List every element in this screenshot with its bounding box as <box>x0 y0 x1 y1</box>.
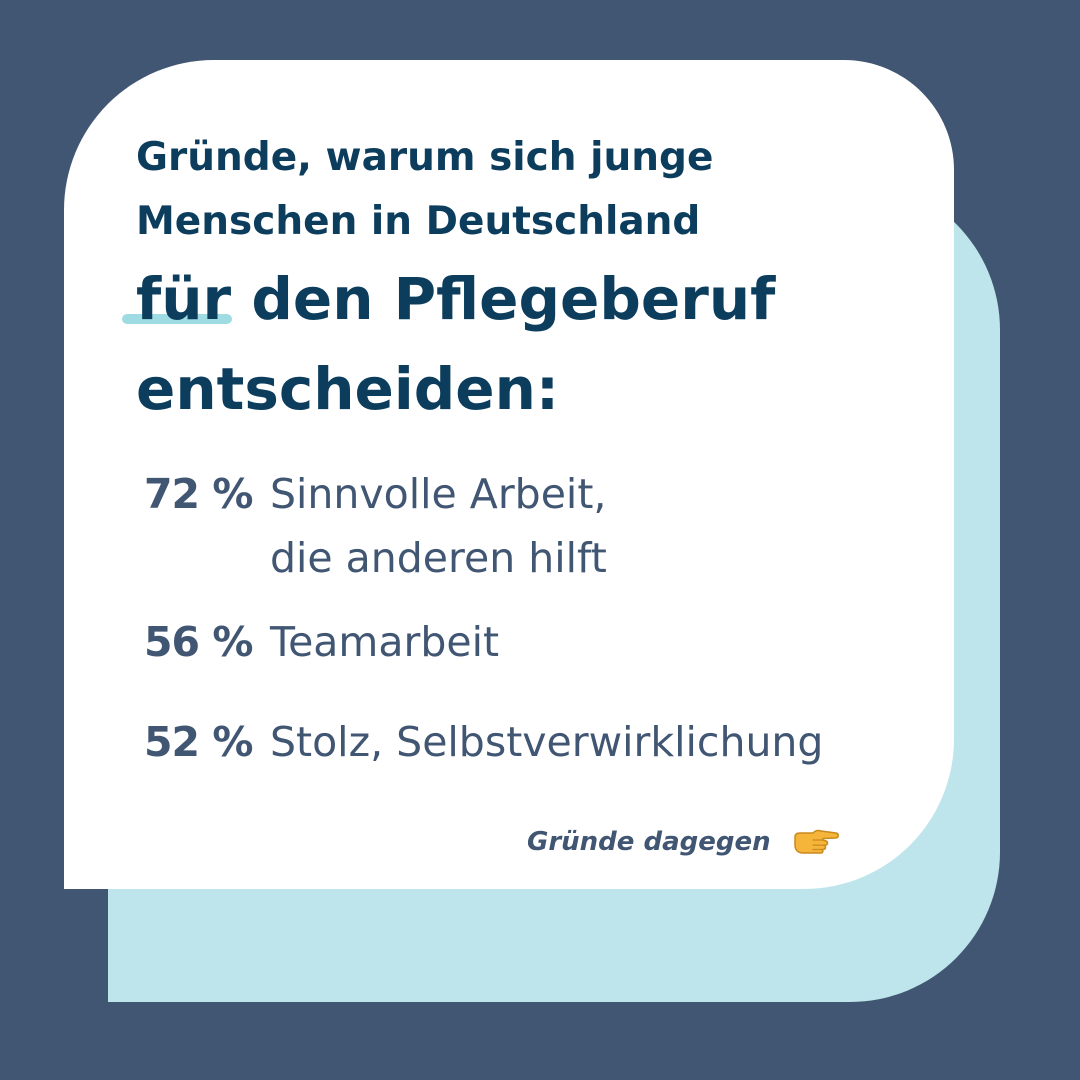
stat-item: 52 % Stolz, Selbstverwirklichung <box>144 710 823 774</box>
stat-label: Sinnvolle Arbeit, die anderen hilft <box>270 470 607 582</box>
highlight-underline <box>122 314 232 324</box>
stat-item: 72 % Sinnvolle Arbeit, die anderen hilft <box>144 462 823 590</box>
headline-line-1: Gründe, warum sich junge <box>136 135 714 180</box>
stat-percent: 56 % <box>144 618 253 666</box>
content-card <box>64 60 954 889</box>
next-slide-label: Gründe dagegen <box>527 827 771 857</box>
stat-label: Stolz, Selbstverwirklichung <box>270 718 824 766</box>
stat-item: 56 % Teamarbeit <box>144 610 823 674</box>
headline-line-2: Menschen in Deutschland <box>136 199 701 244</box>
stat-percent: 72 % <box>144 470 253 518</box>
headline: Gründe, warum sich junge Menschen in Deu… <box>122 126 776 434</box>
headline-line-4: entscheiden: <box>136 355 560 423</box>
stat-label: Teamarbeit <box>270 618 500 666</box>
highlighted-word: für <box>122 254 232 344</box>
stats-list: 72 % Sinnvolle Arbeit, die anderen hilft… <box>144 462 823 774</box>
next-slide-link[interactable]: Gründe dagegen <box>527 826 841 858</box>
headline-line-3: für den Pflegeberuf <box>122 254 776 344</box>
headline-line-3-rest: den Pflegeberuf <box>231 265 776 333</box>
pointing-right-hand-icon <box>791 826 841 858</box>
stat-percent: 52 % <box>144 718 253 766</box>
